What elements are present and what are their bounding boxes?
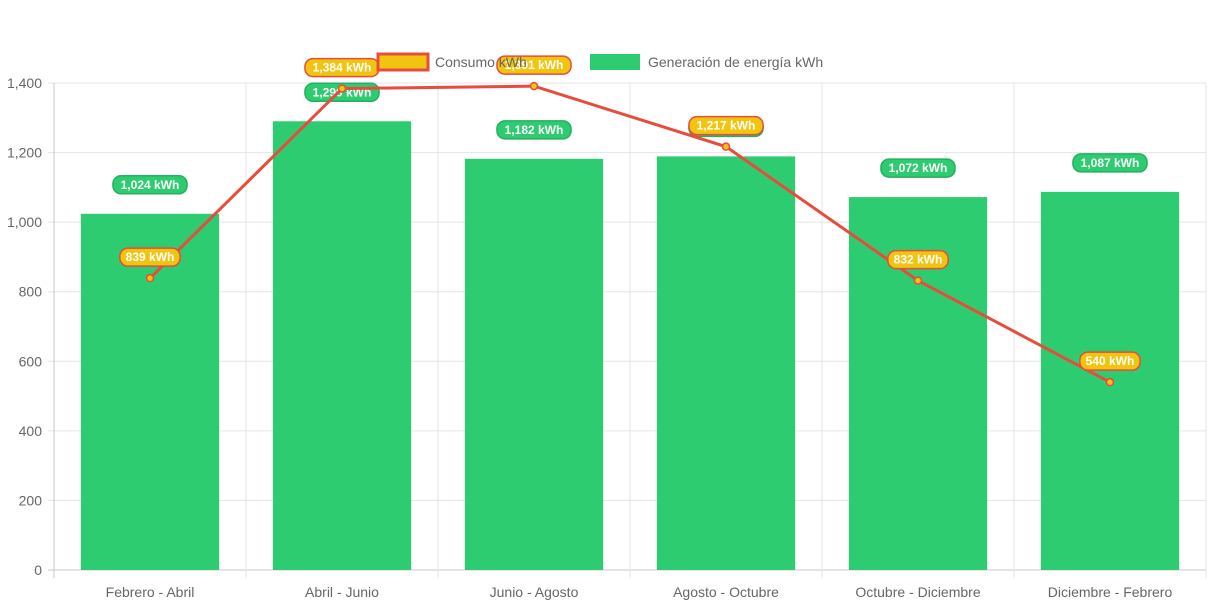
consumo-data-label-background	[1079, 351, 1141, 371]
legend-item-generacion[interactable]: Generación de energía kWh	[590, 54, 823, 70]
generacion-bar[interactable]	[272, 121, 412, 570]
consumo-data-label: 839 kWh	[119, 247, 181, 267]
consumo-data-label-text: 1,391 kWh	[505, 58, 564, 72]
y-tick-label: 1,000	[7, 214, 42, 230]
y-tick-label: 1,200	[7, 145, 42, 161]
consumo-data-label: 540 kWh	[1079, 351, 1141, 371]
legend-swatch-consumo	[376, 52, 430, 72]
axes: 0 200 400 600 800 1,000 1,200 1,400 Febrero - Ab…	[7, 75, 1172, 600]
legend-label-generacion: Generación de energía kWh	[648, 54, 823, 70]
generacion-data-label: 1,024 kWh	[112, 175, 188, 195]
generacion-data-label-background	[1072, 153, 1148, 173]
generacion-data-label-background	[496, 120, 572, 140]
consumo-data-label-background	[688, 115, 764, 136]
x-tick-label: Febrero - Abril	[106, 584, 195, 600]
y-tick-label: 600	[19, 353, 43, 369]
consumo-data-label: 1,384 kWh	[304, 57, 380, 78]
consumo-data-label-background	[496, 55, 572, 75]
legend-label-consumo: Consumo kWh	[435, 54, 527, 70]
consumo-point[interactable]	[337, 84, 347, 93]
consumo-point[interactable]	[529, 81, 539, 91]
consumo-data-label-background	[887, 249, 949, 270]
consumo-point[interactable]	[913, 276, 923, 285]
x-tick-label: Abril - Junio	[305, 584, 379, 600]
consumo-data-label: 1,217 kWh	[688, 115, 764, 136]
consumo-data-label: 832 kWh	[887, 249, 949, 270]
consumo-data-label-background	[119, 247, 181, 267]
generacion-bar[interactable]	[464, 158, 604, 570]
legend-item-consumo[interactable]: Consumo kWh	[376, 52, 527, 72]
consumo-data-label-text: 1,217 kWh	[697, 119, 756, 133]
x-tick-label: Junio - Agosto	[490, 584, 579, 600]
grid	[48, 82, 1207, 578]
consumption-line	[145, 81, 1115, 387]
consumo-data-label-text: 832 kWh	[894, 253, 943, 267]
consumo-data-label-text: 1,384 kWh	[313, 61, 372, 75]
consumo-point[interactable]	[145, 273, 155, 283]
generacion-data-label-text: 1,182 kWh	[505, 123, 564, 137]
generacion-data-label-text: 1,024 kWh	[121, 178, 180, 192]
generacion-data-label: 1,087 kWh	[1072, 153, 1148, 173]
generacion-data-label-text: 1,072 kWh	[889, 161, 948, 175]
consumo-point[interactable]	[721, 142, 731, 151]
line-data-labels: 839 kWh 1,384 kWh 1,391 kWh 1,217 kWh 832 kW…	[119, 55, 1141, 371]
generacion-bar[interactable]	[656, 156, 796, 570]
consumo-line	[148, 84, 1111, 384]
x-tick-label: Diciembre - Febrero	[1048, 584, 1173, 600]
generacion-data-label-background	[112, 175, 188, 195]
generacion-bar[interactable]	[80, 213, 220, 570]
generacion-data-label: 1,072 kWh	[880, 158, 956, 178]
y-tick-label: 200	[19, 492, 43, 508]
consumo-data-label: 1,391 kWh	[496, 55, 572, 75]
bars	[80, 121, 1180, 571]
y-tick-label: 1,400	[7, 75, 42, 91]
consumo-data-label-text: 540 kWh	[1086, 354, 1135, 368]
legend-swatch-generacion	[590, 54, 640, 70]
x-tick-label: Agosto - Octubre	[673, 584, 779, 600]
generacion-data-label: 1,182 kWh	[496, 120, 572, 140]
generacion-data-label-text: 1,087 kWh	[1081, 156, 1140, 170]
consumo-data-label-text: 839 kWh	[126, 250, 175, 264]
y-tick-label: 400	[19, 423, 43, 439]
x-tick-label: Octubre - Diciembre	[855, 584, 980, 600]
consumo-point[interactable]	[1105, 377, 1115, 387]
legend: Consumo kWh Generación de energía kWh	[376, 52, 823, 72]
y-tick-label: 0	[34, 562, 42, 578]
y-tick-label: 800	[19, 284, 43, 300]
generacion-data-label-background	[880, 158, 956, 178]
